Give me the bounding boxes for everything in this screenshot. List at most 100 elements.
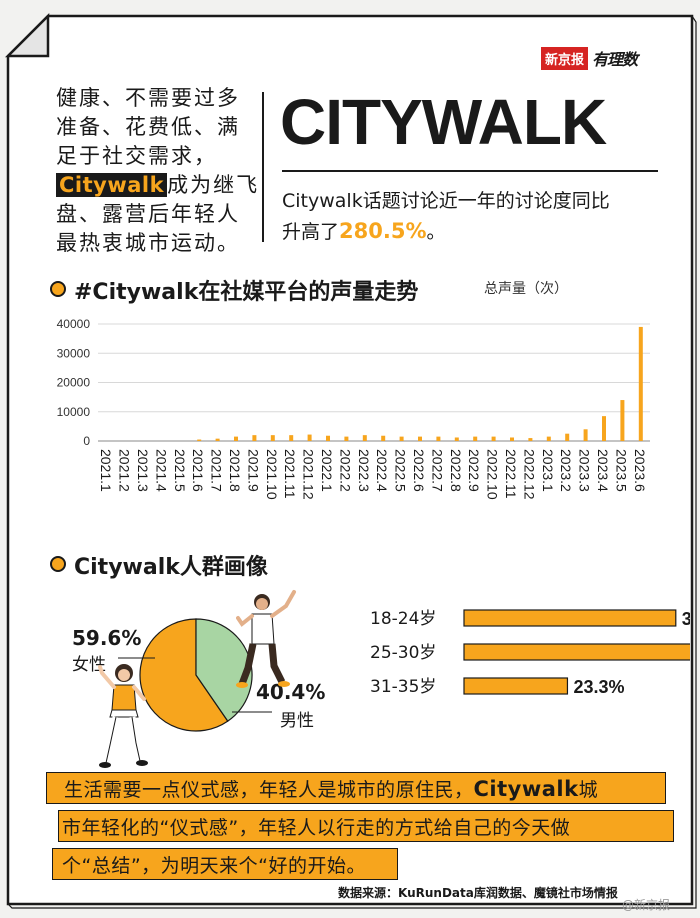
x-tick-label: 2021.11 [282, 449, 298, 499]
subtitle-suffix: 。 [426, 221, 446, 243]
quote-line-1-prefix: 生活需要一点仪式感，年轻人是城市的原住民， [64, 779, 474, 801]
x-tick-label: 2022.12 [521, 449, 537, 500]
title-rule [282, 170, 658, 172]
quote-line-3: 个“总结”，为明天来个“好的开始。 [62, 855, 367, 877]
y-tick-label: 30000 [57, 346, 91, 360]
quote-strip-2 [58, 810, 674, 842]
gender-pie-chart [118, 618, 272, 732]
section1-unit-label: 总声量（次） [484, 281, 568, 297]
bar-2023.6 [638, 326, 643, 441]
bar-2021.10 [270, 435, 275, 441]
subtitle-line-1: Citywalk话题讨论近一年的讨论度同比 [282, 190, 610, 212]
intro-text: 健康、不需要过多 准备、花费低、满 足于社交需求， Citywalk 成为继飞 盘… [56, 84, 259, 258]
bar-2021.6 [197, 439, 202, 441]
x-tick-label: 2023.3 [577, 449, 593, 492]
vertical-divider [262, 92, 264, 242]
x-tick-label: 2023.1 [540, 449, 556, 492]
page-title: CITYWALK [280, 86, 607, 158]
x-tick-label: 2023.2 [558, 449, 574, 492]
intro-line-5: 盘、露营后年轻人 [56, 202, 240, 226]
x-tick-label: 2022.7 [429, 449, 445, 492]
x-tick-label: 2022.1 [319, 449, 335, 492]
quote-line-1-bold: Citywalk [473, 777, 579, 801]
male-label: 男性 [280, 711, 314, 731]
y-tick-label: 10000 [57, 405, 91, 419]
bar-2022.1 [326, 435, 330, 441]
subtitle: Citywalk话题讨论近一年的讨论度同比 升高了280.5%。 [282, 186, 610, 247]
bar-2021.7 [215, 438, 220, 441]
bar-2023.4 [602, 416, 606, 441]
x-tick-label: 2022.2 [337, 449, 353, 492]
section2-bullet-icon [50, 556, 66, 572]
x-tick-label: 2022.5 [393, 449, 409, 492]
x-tick-label: 2021.3 [135, 449, 151, 492]
quote-line-1: 生活需要一点仪式感，年轻人是城市的原住民，Citywalk城 [64, 775, 598, 802]
citywalk-highlight: Citywalk [56, 173, 168, 197]
age-value-label: 35.3% [682, 609, 690, 629]
x-tick-label: 2021.4 [153, 449, 169, 492]
bar-2023.1 [546, 436, 551, 441]
x-tick-label: 2021.10 [264, 449, 280, 500]
intro-line-4: Citywalk 成为继飞 [56, 171, 259, 200]
intro-line-3: 足于社交需求， [56, 144, 217, 168]
age-value-label: 23.3% [573, 677, 624, 697]
x-tick-label: 2021.7 [209, 449, 225, 492]
logo-xinjingbao: 新京报 [541, 46, 589, 70]
x-tick-label: 2023.6 [632, 449, 648, 492]
pie-slice-女性 [139, 618, 229, 732]
age-label: 25-30岁 [370, 643, 436, 663]
bar-2022.11 [510, 437, 514, 441]
age-label: 18-24岁 [370, 609, 436, 629]
bar-2022.10 [491, 436, 496, 441]
y-tick-label: 20000 [57, 376, 91, 390]
bar-2021.12 [307, 434, 312, 441]
bar-2022.6 [418, 436, 422, 441]
bar-2022.2 [344, 436, 349, 441]
brand-logo: 新京报 有理数 [541, 46, 638, 70]
female-percent: 59.6% [72, 626, 142, 650]
logo-youlishu: 有理数 [592, 50, 638, 69]
age-bar-31-35岁 [463, 677, 569, 695]
age-bar-18-24岁 [463, 609, 677, 627]
bar-2022.12 [528, 438, 533, 441]
quote-strip-3 [52, 848, 398, 880]
x-tick-label: 2022.6 [411, 449, 427, 492]
x-tick-label: 2021.9 [245, 449, 261, 492]
quote-line-2: 市年轻化的“仪式感”，年轻人以行走的方式给自己的今天做 [62, 817, 571, 839]
x-tick-label: 2022.11 [503, 449, 519, 499]
y-tick-label: 40000 [57, 317, 91, 331]
bar-2021.9 [252, 435, 257, 441]
x-tick-label: 2022.9 [466, 449, 482, 492]
bar-2022.9 [473, 436, 478, 441]
x-tick-label: 2023.5 [613, 449, 629, 492]
bar-2022.5 [399, 436, 404, 441]
bar-2022.7 [436, 436, 441, 441]
female-label: 女性 [72, 655, 106, 675]
section1-heading: #Citywalk在社媒平台的声量走势 [74, 280, 419, 305]
walking-woman-illustration [98, 664, 148, 768]
bar-2022.8 [454, 437, 459, 441]
age-label: 31-35岁 [370, 677, 436, 697]
subtitle-value: 280.5% [339, 219, 427, 243]
bar-2023.3 [583, 429, 588, 441]
x-tick-label: 2022.3 [356, 449, 372, 492]
bar-2022.3 [362, 435, 367, 441]
quote-strip-1 [46, 772, 666, 804]
x-tick-label: 2021.12 [301, 449, 317, 500]
watermark: @新京报 [622, 898, 671, 912]
x-tick-label: 2021.5 [172, 449, 188, 492]
intro-line-4-rest: 成为继飞 [167, 173, 260, 197]
intro-line-2: 准备、花费低、满 [56, 115, 240, 139]
x-tick-label: 2023.4 [595, 449, 611, 492]
male-percent: 40.4% [256, 680, 326, 704]
x-tick-label: 2021.6 [190, 449, 206, 492]
intro-line-1: 健康、不需要过多 [56, 86, 240, 110]
x-tick-label: 2021.2 [117, 449, 133, 492]
subtitle-line-2: 升高了280.5%。 [282, 216, 610, 247]
x-tick-label: 2021.1 [98, 449, 114, 492]
y-tick-label: 0 [83, 434, 90, 448]
subtitle-prefix: 升高了 [282, 221, 340, 243]
bar-2023.5 [620, 400, 625, 441]
